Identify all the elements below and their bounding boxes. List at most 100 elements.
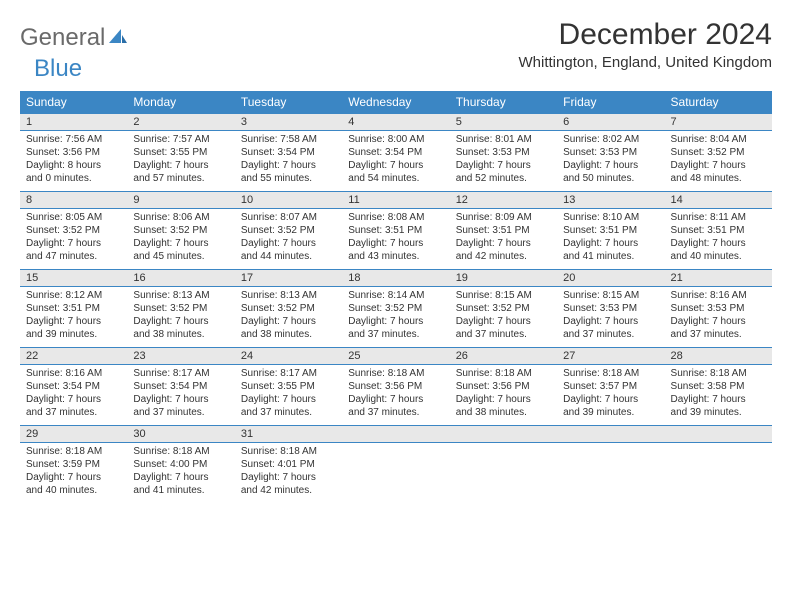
daylight2-text: and 48 minutes. <box>671 172 766 185</box>
daylight1-text: Daylight: 7 hours <box>563 315 658 328</box>
daylight1-text: Daylight: 7 hours <box>563 393 658 406</box>
date-cell: 26 <box>450 348 557 365</box>
location: Whittington, England, United Kingdom <box>519 54 772 71</box>
daylight2-text: and 43 minutes. <box>348 250 443 263</box>
sunrise-text: Sunrise: 7:56 AM <box>26 133 121 146</box>
info-cell: Sunrise: 8:04 AMSunset: 3:52 PMDaylight:… <box>665 131 772 192</box>
sunset-text: Sunset: 3:52 PM <box>456 302 551 315</box>
daylight2-text: and 42 minutes. <box>241 484 336 497</box>
date-cell: 20 <box>557 270 664 287</box>
daylight2-text: and 41 minutes. <box>563 250 658 263</box>
logo-text-general: General <box>20 24 105 52</box>
daylight2-text: and 50 minutes. <box>563 172 658 185</box>
daylight1-text: Daylight: 7 hours <box>241 471 336 484</box>
daylight1-text: Daylight: 7 hours <box>348 315 443 328</box>
sunset-text: Sunset: 3:54 PM <box>348 146 443 159</box>
logo-text-blue: Blue <box>34 55 82 83</box>
info-cell: Sunrise: 8:18 AMSunset: 3:58 PMDaylight:… <box>665 365 772 426</box>
date-cell: 31 <box>235 426 342 443</box>
sunset-text: Sunset: 3:56 PM <box>348 380 443 393</box>
date-cell: 22 <box>20 348 127 365</box>
date-cell: 14 <box>665 192 772 209</box>
info-cell: Sunrise: 8:17 AMSunset: 3:54 PMDaylight:… <box>127 365 234 426</box>
daylight1-text: Daylight: 7 hours <box>26 471 121 484</box>
sunrise-text: Sunrise: 8:13 AM <box>133 289 228 302</box>
daylight1-text: Daylight: 7 hours <box>456 393 551 406</box>
date-cell: 18 <box>342 270 449 287</box>
daylight1-text: Daylight: 7 hours <box>563 237 658 250</box>
info-cell: Sunrise: 7:57 AMSunset: 3:55 PMDaylight:… <box>127 131 234 192</box>
info-cell: Sunrise: 8:18 AMSunset: 4:01 PMDaylight:… <box>235 443 342 504</box>
sunset-text: Sunset: 3:51 PM <box>348 224 443 237</box>
daylight1-text: Daylight: 7 hours <box>133 237 228 250</box>
date-cell: 28 <box>665 348 772 365</box>
sunset-text: Sunset: 3:53 PM <box>671 302 766 315</box>
daylight2-text: and 38 minutes. <box>241 328 336 341</box>
sunset-text: Sunset: 3:57 PM <box>563 380 658 393</box>
date-cell: 13 <box>557 192 664 209</box>
sunset-text: Sunset: 3:51 PM <box>456 224 551 237</box>
daylight2-text: and 40 minutes. <box>26 484 121 497</box>
sunrise-text: Sunrise: 8:18 AM <box>563 367 658 380</box>
sunset-text: Sunset: 3:54 PM <box>26 380 121 393</box>
daylight2-text: and 38 minutes. <box>456 406 551 419</box>
daylight2-text: and 37 minutes. <box>563 328 658 341</box>
sunrise-text: Sunrise: 8:16 AM <box>26 367 121 380</box>
date-cell <box>665 426 772 443</box>
info-cell: Sunrise: 8:13 AMSunset: 3:52 PMDaylight:… <box>127 287 234 348</box>
sunrise-text: Sunrise: 8:18 AM <box>348 367 443 380</box>
day-header: Monday <box>127 91 234 114</box>
sunset-text: Sunset: 3:53 PM <box>456 146 551 159</box>
daylight1-text: Daylight: 7 hours <box>563 159 658 172</box>
sunrise-text: Sunrise: 7:57 AM <box>133 133 228 146</box>
calendar-body: 1234567Sunrise: 7:56 AMSunset: 3:56 PMDa… <box>20 114 772 504</box>
date-cell <box>450 426 557 443</box>
daylight1-text: Daylight: 7 hours <box>456 237 551 250</box>
logo-sail-icon <box>107 24 129 52</box>
day-header: Sunday <box>20 91 127 114</box>
date-cell: 29 <box>20 426 127 443</box>
sunset-text: Sunset: 3:54 PM <box>241 146 336 159</box>
info-cell: Sunrise: 8:17 AMSunset: 3:55 PMDaylight:… <box>235 365 342 426</box>
sunrise-text: Sunrise: 8:18 AM <box>133 445 228 458</box>
date-cell: 27 <box>557 348 664 365</box>
daylight2-text: and 38 minutes. <box>133 328 228 341</box>
sunset-text: Sunset: 4:00 PM <box>133 458 228 471</box>
info-cell: Sunrise: 8:18 AMSunset: 3:56 PMDaylight:… <box>450 365 557 426</box>
daylight2-text: and 57 minutes. <box>133 172 228 185</box>
daylight2-text: and 37 minutes. <box>133 406 228 419</box>
sunset-text: Sunset: 3:51 PM <box>671 224 766 237</box>
sunset-text: Sunset: 3:56 PM <box>456 380 551 393</box>
daylight1-text: Daylight: 8 hours <box>26 159 121 172</box>
sunrise-text: Sunrise: 8:17 AM <box>133 367 228 380</box>
daylight2-text: and 39 minutes. <box>26 328 121 341</box>
info-row: Sunrise: 8:18 AMSunset: 3:59 PMDaylight:… <box>20 443 772 504</box>
daylight1-text: Daylight: 7 hours <box>241 315 336 328</box>
daylight1-text: Daylight: 7 hours <box>348 159 443 172</box>
day-header-row: Sunday Monday Tuesday Wednesday Thursday… <box>20 91 772 114</box>
date-cell: 2 <box>127 114 234 131</box>
sunrise-text: Sunrise: 8:15 AM <box>456 289 551 302</box>
sunrise-text: Sunrise: 8:18 AM <box>671 367 766 380</box>
date-cell: 7 <box>665 114 772 131</box>
daylight2-text: and 40 minutes. <box>671 250 766 263</box>
sunrise-text: Sunrise: 8:11 AM <box>671 211 766 224</box>
daylight1-text: Daylight: 7 hours <box>241 393 336 406</box>
sunrise-text: Sunrise: 8:08 AM <box>348 211 443 224</box>
sunset-text: Sunset: 3:52 PM <box>671 146 766 159</box>
daylight1-text: Daylight: 7 hours <box>133 159 228 172</box>
date-row: 22232425262728 <box>20 348 772 365</box>
sunset-text: Sunset: 3:52 PM <box>241 224 336 237</box>
day-header: Saturday <box>665 91 772 114</box>
info-cell: Sunrise: 8:16 AMSunset: 3:54 PMDaylight:… <box>20 365 127 426</box>
day-header: Thursday <box>450 91 557 114</box>
sunrise-text: Sunrise: 7:58 AM <box>241 133 336 146</box>
info-cell <box>342 443 449 504</box>
date-cell: 4 <box>342 114 449 131</box>
date-cell: 12 <box>450 192 557 209</box>
info-cell: Sunrise: 8:00 AMSunset: 3:54 PMDaylight:… <box>342 131 449 192</box>
daylight2-text: and 39 minutes. <box>671 406 766 419</box>
sunrise-text: Sunrise: 8:09 AM <box>456 211 551 224</box>
daylight2-text: and 37 minutes. <box>26 406 121 419</box>
date-cell: 10 <box>235 192 342 209</box>
